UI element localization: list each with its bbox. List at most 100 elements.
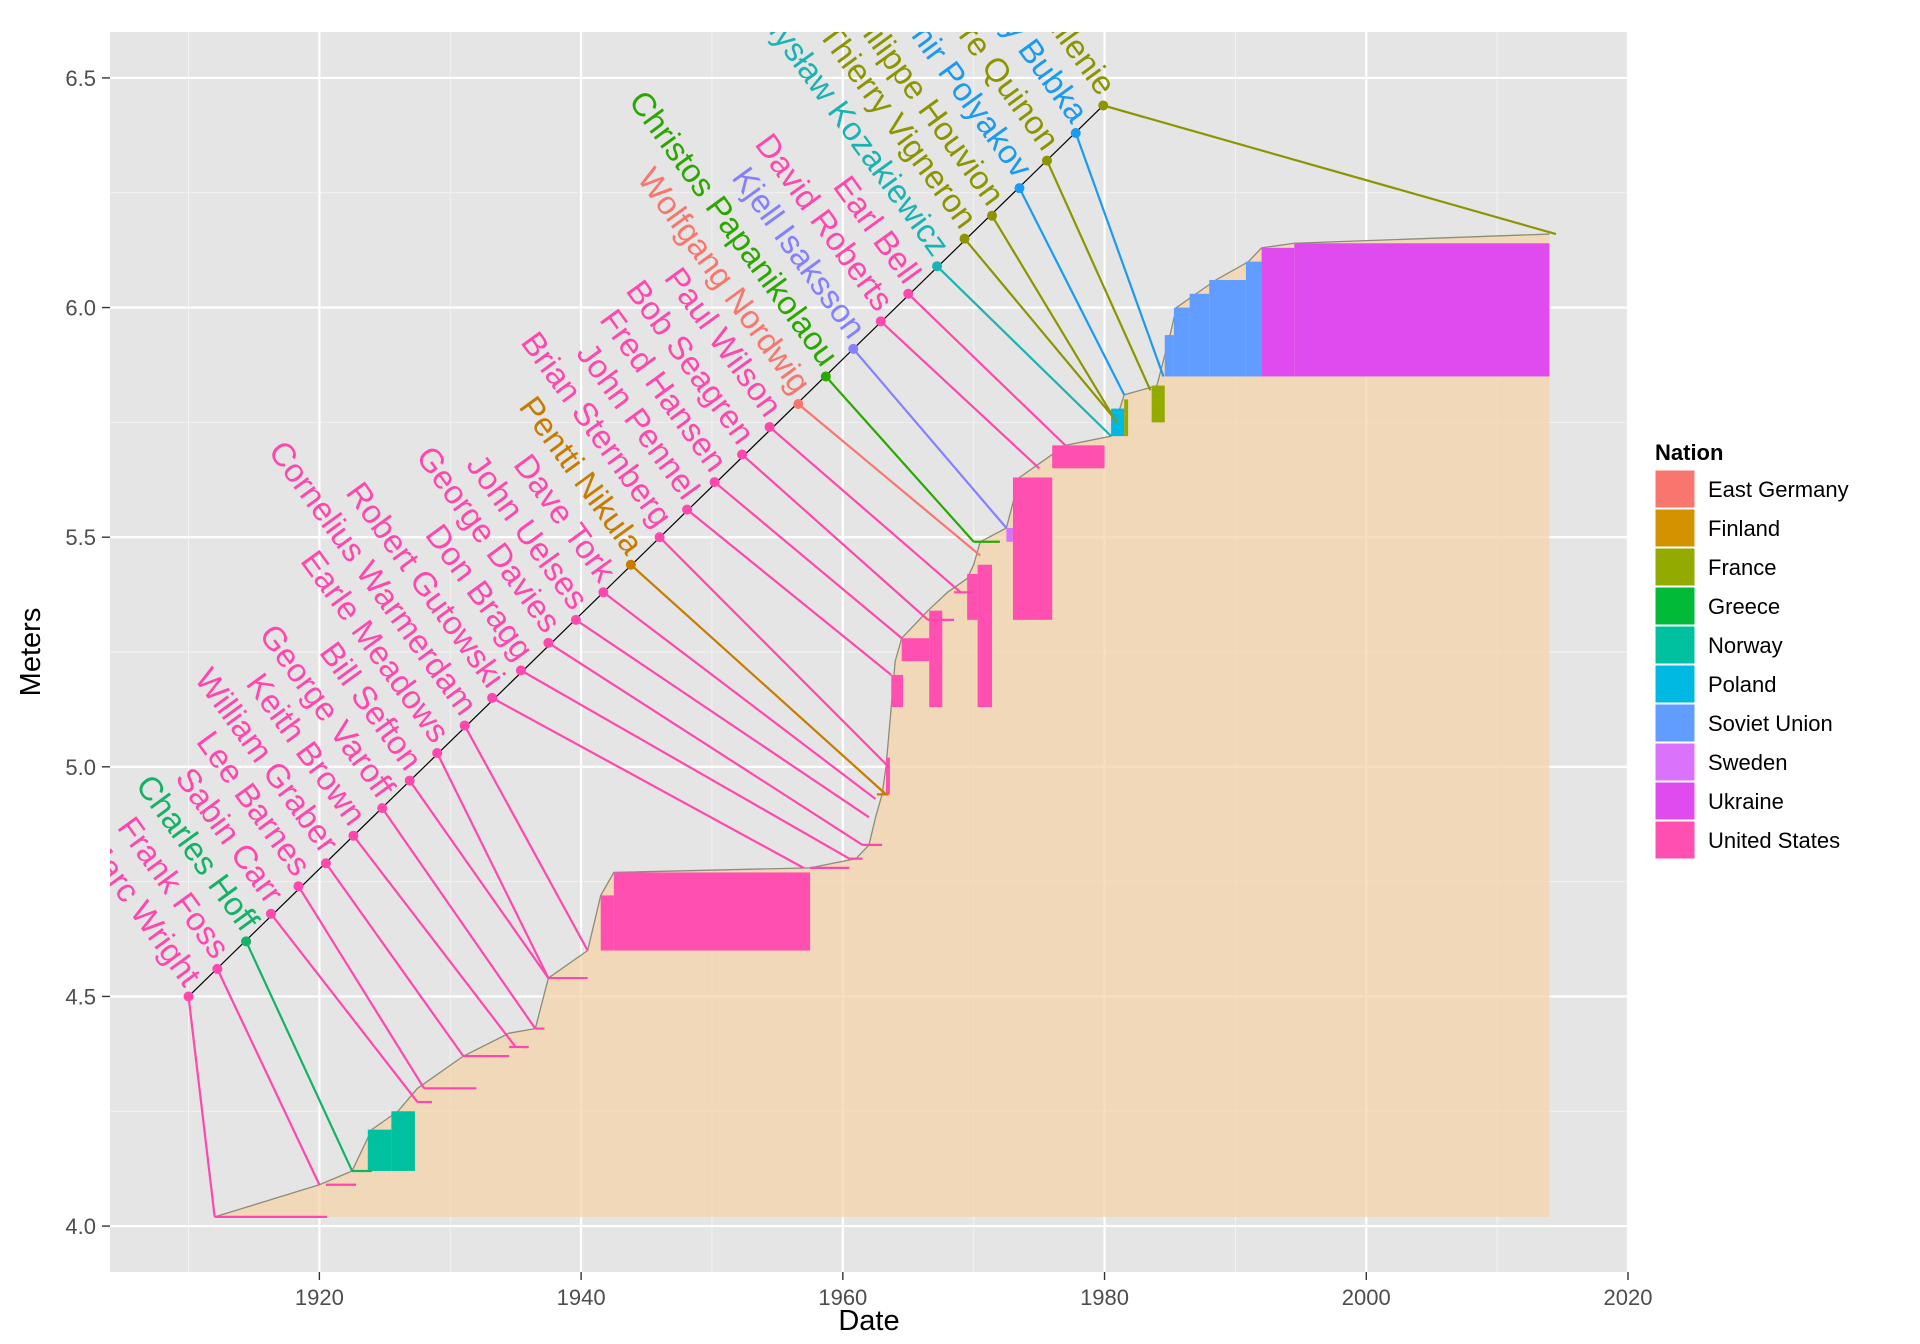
label-point [875,316,886,327]
record-connector-line [436,752,550,979]
legend-swatch [1654,625,1696,665]
record-bar [901,638,930,662]
record-area-layer [214,233,1550,1218]
legend-swatch [1654,820,1696,860]
label-points-layer [183,100,1109,1002]
x-tick-label: 1960 [818,1285,867,1310]
record-connector-line [381,807,537,1030]
record-bar [613,872,811,951]
label-point [625,559,636,570]
label-point [1014,183,1025,194]
record-curve-line [214,233,1550,1218]
x-tick-label: 2020 [1604,1285,1653,1310]
record-connector-line [245,940,354,1172]
legend-label: Soviet Union [1708,711,1833,736]
label-point [764,421,775,432]
legend-swatch [1654,781,1696,821]
legend-swatch [1654,508,1696,548]
label-point [320,858,331,869]
y-tick-label: 5.5 [65,525,96,550]
record-connector-line [297,885,426,1089]
x-tick-label: 1920 [295,1285,344,1310]
label-point [212,963,223,974]
label-point [487,692,498,703]
label-point [183,991,194,1002]
x-tick-label: 2000 [1342,1285,1391,1310]
label-point [348,830,359,841]
axes-layer: 1920 1940 1960 1980 2000 2020 4.0 4.5 5.0 5.5 6.0 6… [15,66,1652,1337]
record-connector-line [520,669,850,860]
record-connector-line [907,292,1067,447]
y-axis-title: Meters [15,608,47,697]
record-bar [1294,243,1550,377]
diagonal-line [188,105,1104,997]
y-tick-label: 6.0 [65,296,96,321]
record-connector-line [686,508,892,676]
legend-swatch [1654,664,1696,704]
record-connector-line [768,426,962,594]
label-point [1041,155,1052,166]
label-point [570,614,581,625]
label-point [959,233,970,244]
legend-label: United States [1708,828,1840,853]
legend-swatch [1654,469,1696,509]
record-bar [977,564,993,708]
legend-swatch [1654,586,1696,626]
record-bar [1052,445,1105,469]
record-connector-line [187,996,216,1218]
legend-swatch [1654,547,1696,587]
record-connector-line [1018,187,1126,396]
record-connector-line [1074,132,1165,377]
record-connector-line [602,591,877,800]
record-bar [967,573,978,620]
y-tick-label: 5.0 [65,755,96,780]
label-point [820,371,831,382]
label-point [682,504,693,515]
record-bar [1124,399,1129,437]
record-bar [1151,385,1165,423]
record-bar [1209,280,1246,377]
record-connector-line [797,403,981,557]
record-bar [1189,293,1210,377]
record-connector-line [713,481,903,640]
y-tick-label: 6.5 [65,66,96,91]
record-connector-line [936,265,1112,437]
diagonal-line-layer [188,105,1104,997]
legend-label: Poland [1708,672,1777,697]
record-bars-layer [367,243,1550,1171]
record-connector-line [741,453,929,621]
record-connector-line [270,913,419,1103]
record-bar [1261,247,1295,377]
label-point [737,449,748,460]
record-connector-line [630,563,887,796]
label-point [265,908,276,919]
label-point [987,210,998,221]
legend-label: Sweden [1708,750,1788,775]
legend-label: Norway [1708,633,1783,658]
label-point [404,775,415,786]
legend-title: Nation [1655,440,1723,465]
record-connector-line [852,348,1008,529]
legend-swatch [1654,703,1696,743]
record-connector-line [880,320,1040,470]
record-connector-line [575,618,870,819]
label-point [459,720,470,731]
record-connector-line [491,696,805,869]
record-connector-line [1045,160,1152,391]
connector-lines-layer [187,104,1557,1218]
label-point [377,803,388,814]
record-connector-line [658,536,890,768]
record-bar [391,1111,415,1171]
legend-label: Finland [1708,516,1780,541]
record-bar [1164,335,1174,377]
record-bar [891,674,904,708]
record-bar [1006,528,1013,542]
x-tick-label: 1940 [557,1285,606,1310]
label-point [293,881,304,892]
legend: Nation East Germany Finland France Greece Nor… [1654,440,1849,860]
record-bar [1245,261,1262,377]
record-bar [367,1129,392,1171]
label-point [848,343,859,354]
